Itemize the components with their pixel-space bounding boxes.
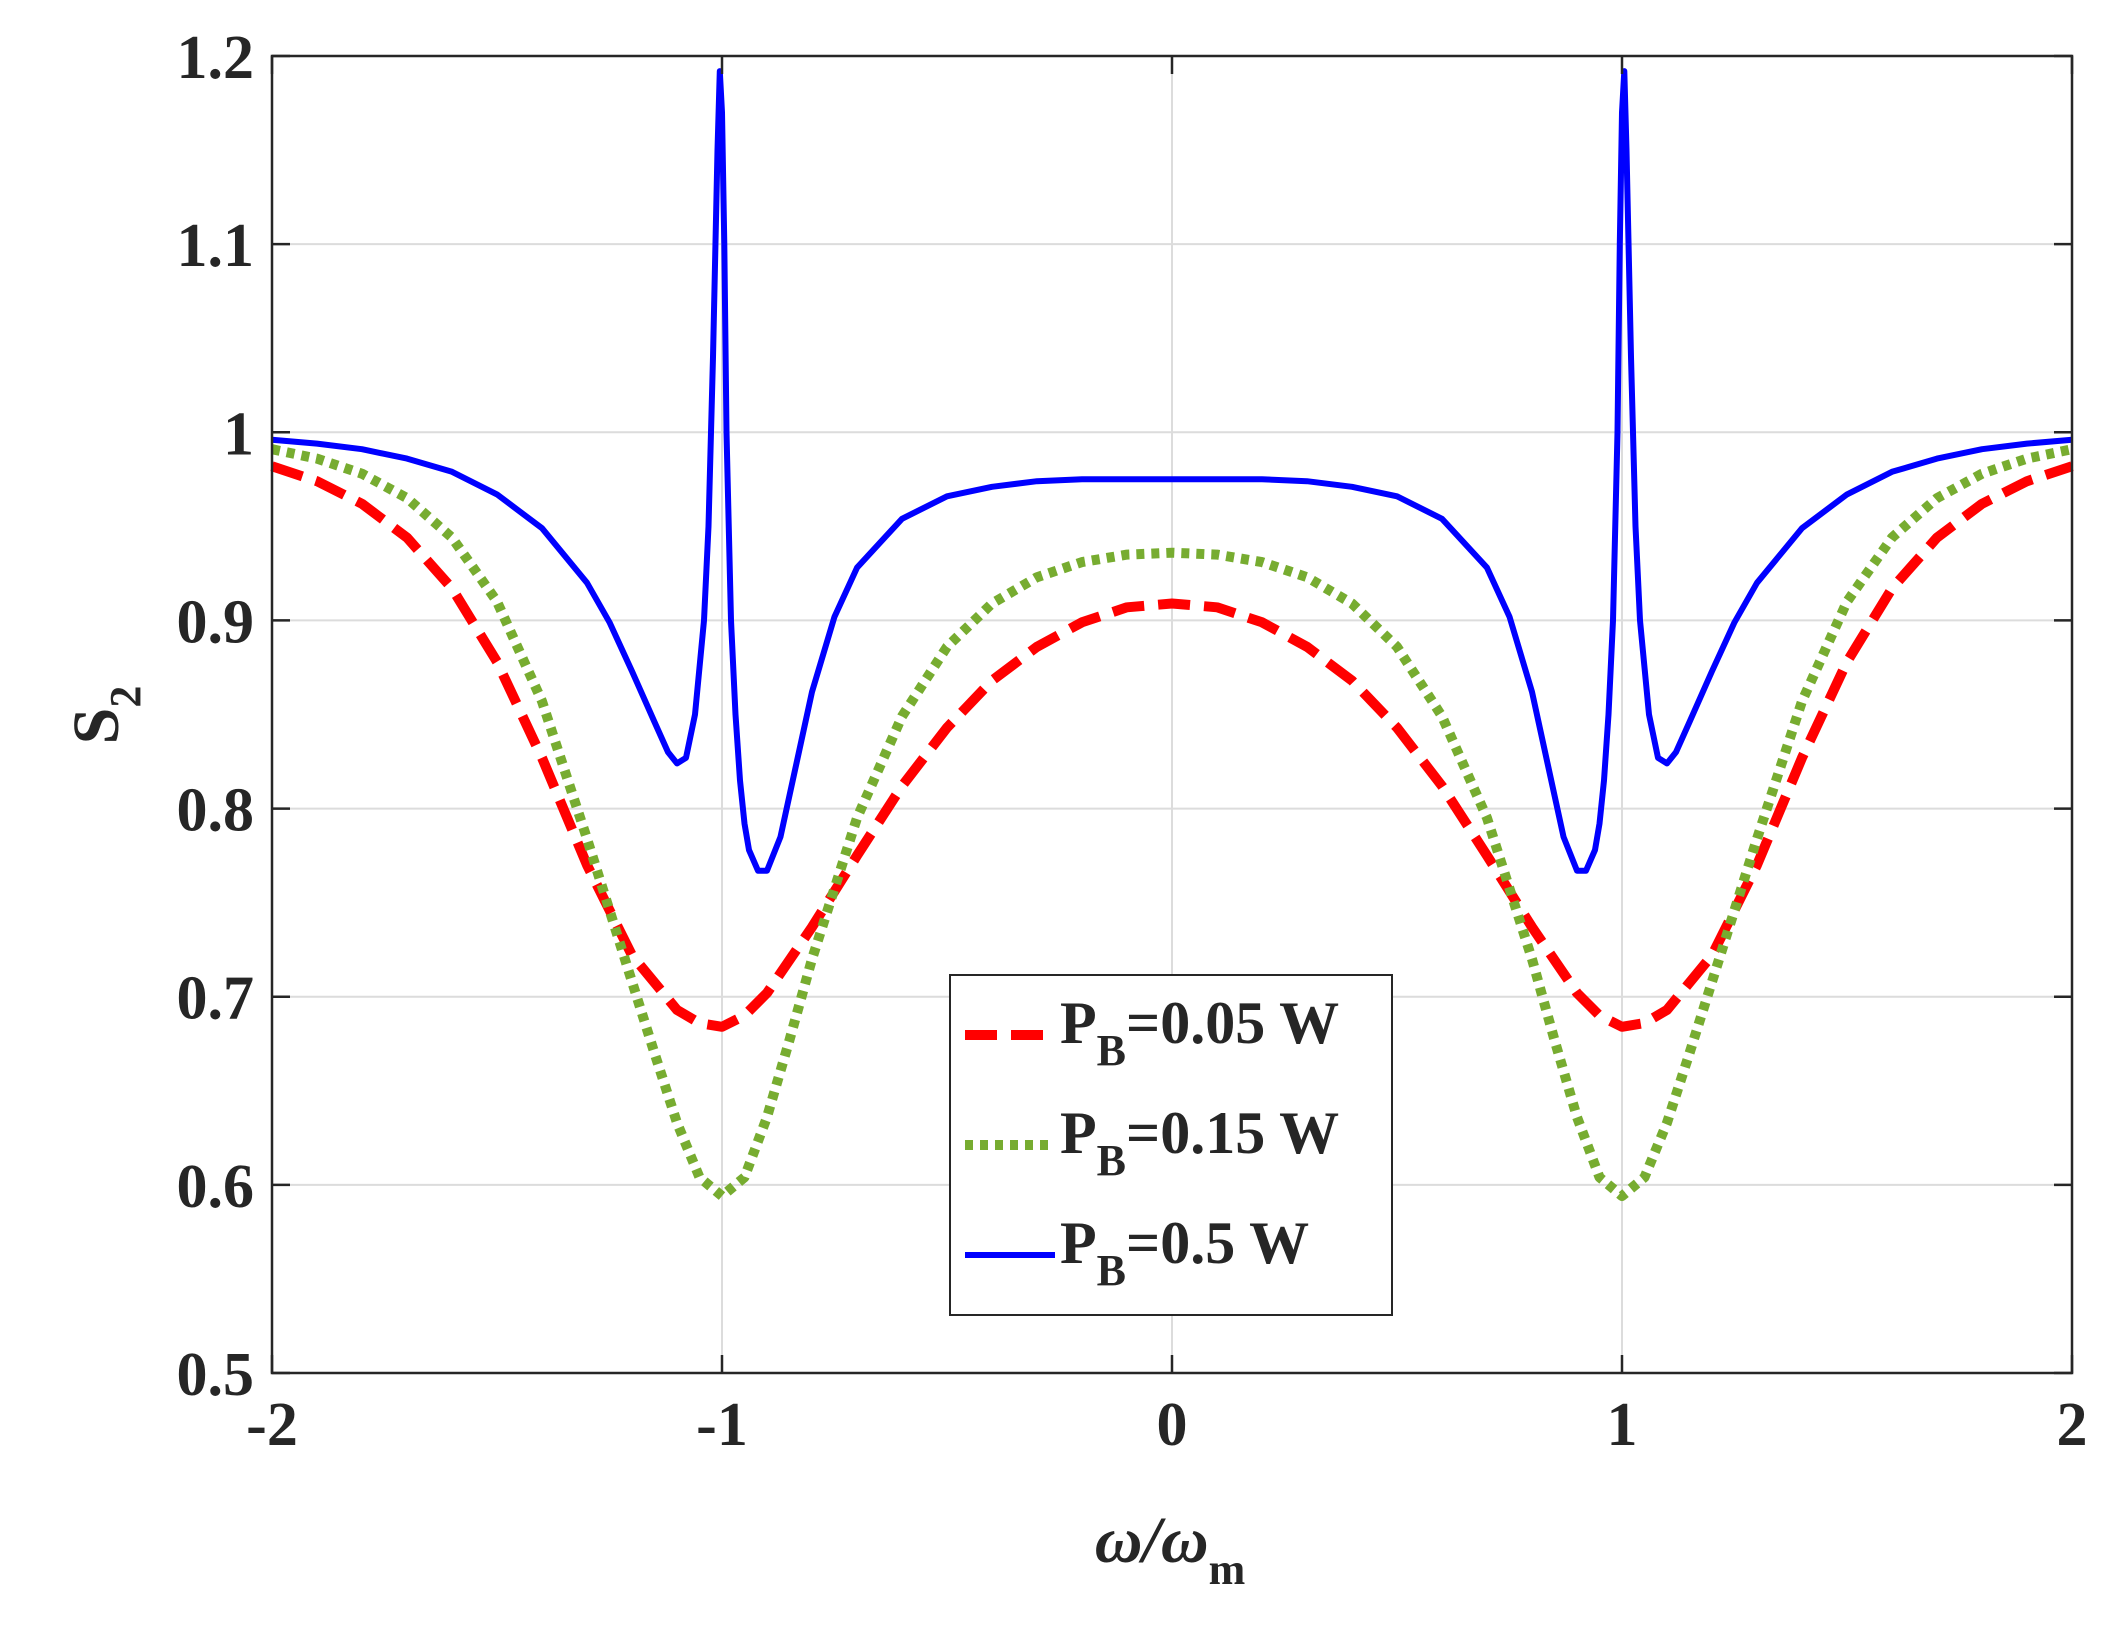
x-axis-label: ω/ωm [1095, 1504, 1245, 1594]
series-group [270, 68, 2074, 1202]
x-tick-label: -1 [696, 1391, 748, 1459]
y-tick-label: 0.7 [177, 965, 255, 1033]
legend: PB=0.05 W PB=0.15 W PB=0.5 W [949, 974, 1393, 1316]
y-tick-label: 0.9 [177, 588, 255, 656]
legend-label-2: PB=0.5 W [1060, 1210, 1309, 1295]
x-tick-label: -2 [246, 1391, 298, 1459]
y-tick-label: 1 [223, 400, 254, 468]
tick-labels: -2 -1 0 1 2 0.5 0.6 0.7 0.8 0.9 1 1.1 1.2 [177, 24, 2088, 1459]
x-tick-label: 0 [1157, 1391, 1188, 1459]
y-tick-label: 0.5 [177, 1341, 255, 1409]
grid [272, 56, 2072, 1373]
y-tick-label: 1.2 [177, 24, 255, 92]
legend-entry-2: PB=0.5 W [965, 1210, 1309, 1295]
legend-label-1: PB=0.15 W [1060, 1100, 1339, 1185]
y-axis-label: S2 [60, 686, 150, 745]
legend-entry-1: PB=0.15 W [965, 1100, 1339, 1185]
legend-entry-0: PB=0.05 W [965, 990, 1339, 1075]
legend-label-0: PB=0.05 W [1060, 990, 1339, 1075]
series-line-1 [270, 444, 2074, 1202]
y-tick-label: 0.6 [177, 1153, 255, 1221]
x-tick-label: 2 [2057, 1391, 2088, 1459]
x-tick-label: 1 [1607, 1391, 1638, 1459]
y-tick-label: 1.1 [177, 212, 255, 280]
axes-frame [270, 54, 2074, 1375]
y-tick-label: 0.8 [177, 777, 255, 845]
series-line-2 [271, 68, 2073, 874]
